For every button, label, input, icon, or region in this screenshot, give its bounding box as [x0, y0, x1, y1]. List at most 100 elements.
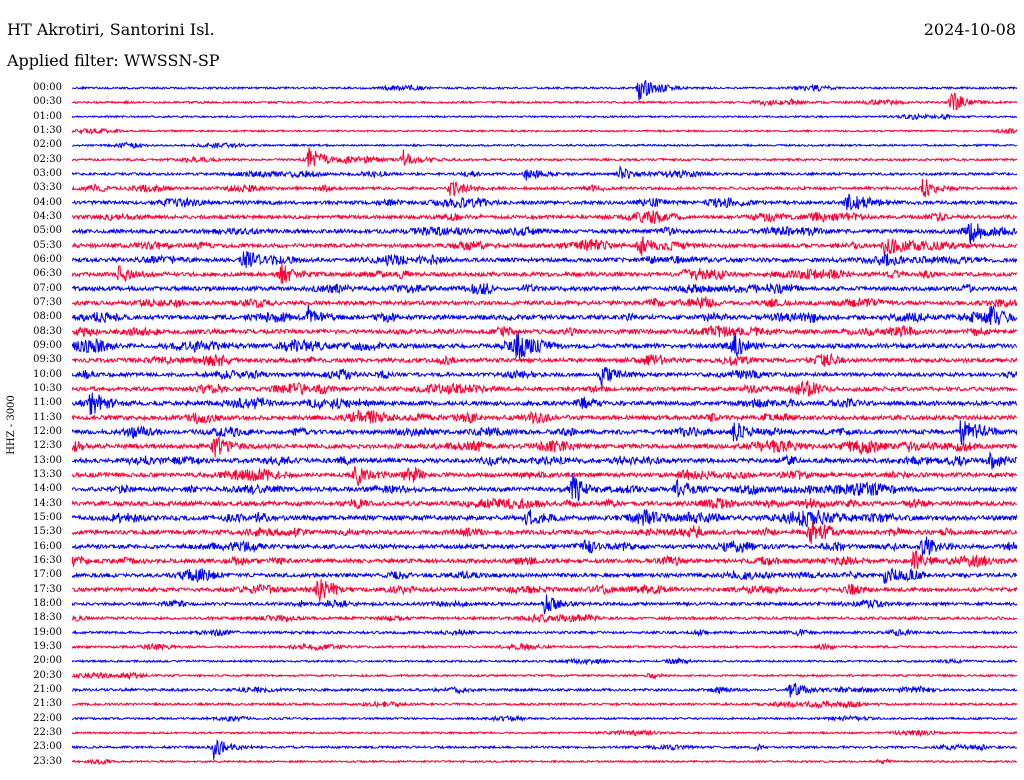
time-label: 23:00 [33, 741, 62, 753]
trace-line [72, 193, 1017, 211]
trace-line [72, 657, 1017, 666]
time-label: 00:30 [33, 96, 62, 108]
trace-line [72, 325, 1017, 338]
trace-line [72, 178, 1017, 198]
time-label: 16:30 [33, 554, 62, 566]
trace-line [72, 80, 1017, 101]
time-label: 23:30 [33, 755, 62, 767]
time-label: 03:00 [33, 167, 62, 179]
trace-line [72, 352, 1017, 367]
trace-line [72, 671, 1017, 681]
seismogram-traces [72, 80, 1017, 766]
trace-line [72, 451, 1017, 470]
time-label: 03:30 [33, 182, 62, 194]
time-label: 04:00 [33, 196, 62, 208]
trace-line [72, 392, 1017, 415]
time-label: 15:30 [33, 526, 62, 538]
time-label: 12:30 [33, 440, 62, 452]
time-label: 08:00 [33, 311, 62, 323]
time-label: 09:30 [33, 354, 62, 366]
trace-line [72, 550, 1017, 570]
trace-line [72, 409, 1017, 425]
trace-line [72, 91, 1017, 111]
helicorder-plot [72, 80, 1017, 770]
trace-line [72, 642, 1017, 652]
time-label: 22:00 [33, 712, 62, 724]
time-label: 21:00 [33, 683, 62, 695]
trace-line [72, 112, 1017, 121]
time-label: 21:30 [33, 698, 62, 710]
trace-line [72, 473, 1017, 503]
trace-line [72, 436, 1017, 458]
time-label: 18:30 [33, 612, 62, 624]
time-label: 15:00 [33, 511, 62, 523]
time-label: 14:00 [33, 483, 62, 495]
time-label: 20:30 [33, 669, 62, 681]
trace-line [72, 127, 1017, 135]
trace-line [72, 366, 1017, 387]
time-label: 18:00 [33, 597, 62, 609]
time-label: 04:30 [33, 210, 62, 222]
time-label: 08:30 [33, 325, 62, 337]
trace-line [72, 594, 1017, 615]
trace-line [72, 521, 1017, 545]
station-title: HT Akrotiri, Santorini Isl. [7, 20, 215, 39]
trace-line [72, 282, 1017, 296]
time-label: 20:00 [33, 655, 62, 667]
time-label: 05:00 [33, 225, 62, 237]
time-label: 13:30 [33, 468, 62, 480]
trace-line [72, 567, 1017, 585]
trace-line [72, 758, 1017, 766]
time-label: 10:30 [33, 382, 62, 394]
time-label: 00:00 [33, 82, 62, 93]
trace-line [72, 739, 1017, 760]
trace-line [72, 578, 1017, 602]
time-label: 01:00 [33, 110, 62, 122]
date-label: 2024-10-08 [923, 20, 1016, 39]
trace-line [72, 497, 1017, 511]
filter-label: Applied filter: WWSSN-SP [7, 51, 220, 70]
trace-line [72, 536, 1017, 557]
trace-line [72, 164, 1017, 181]
trace-line [72, 714, 1017, 723]
time-label: 22:30 [33, 726, 62, 738]
trace-line [72, 613, 1017, 624]
trace-line [72, 236, 1017, 257]
trace-line [72, 380, 1017, 397]
trace-line [72, 509, 1017, 528]
time-label: 07:00 [33, 282, 62, 294]
trace-line [72, 222, 1017, 245]
time-label: 06:30 [33, 268, 62, 280]
time-label: 02:00 [33, 139, 62, 151]
time-label: 19:00 [33, 626, 62, 638]
time-label: 02:30 [33, 153, 62, 165]
trace-line [72, 147, 1017, 167]
time-label: 11:00 [33, 397, 62, 409]
time-label: 13:00 [33, 454, 62, 466]
trace-line [72, 296, 1017, 309]
trace-line [72, 729, 1017, 738]
trace-line [72, 141, 1017, 150]
time-label: 10:00 [33, 368, 62, 380]
trace-line [72, 210, 1017, 224]
trace-line [72, 699, 1017, 710]
trace-line [72, 420, 1017, 446]
time-label-column: 00:00 00:30 01:00 01:30 02:00 02:30 03:00 03:30… [0, 0, 66, 780]
time-label: 09:00 [33, 339, 62, 351]
trace-line [72, 251, 1017, 269]
time-label: 05:30 [33, 239, 62, 251]
time-label: 17:30 [33, 583, 62, 595]
time-label: 01:30 [33, 124, 62, 136]
trace-line [72, 263, 1017, 284]
time-label: 19:30 [33, 640, 62, 652]
time-label: 11:30 [33, 411, 62, 423]
trace-line [72, 682, 1017, 698]
trace-line [72, 304, 1017, 325]
time-label: 17:00 [33, 569, 62, 581]
trace-line [72, 628, 1017, 638]
time-label: 06:00 [33, 253, 62, 265]
time-label: 07:30 [33, 296, 62, 308]
trace-line [72, 465, 1017, 486]
time-label: 12:00 [33, 425, 62, 437]
trace-line [72, 332, 1017, 359]
